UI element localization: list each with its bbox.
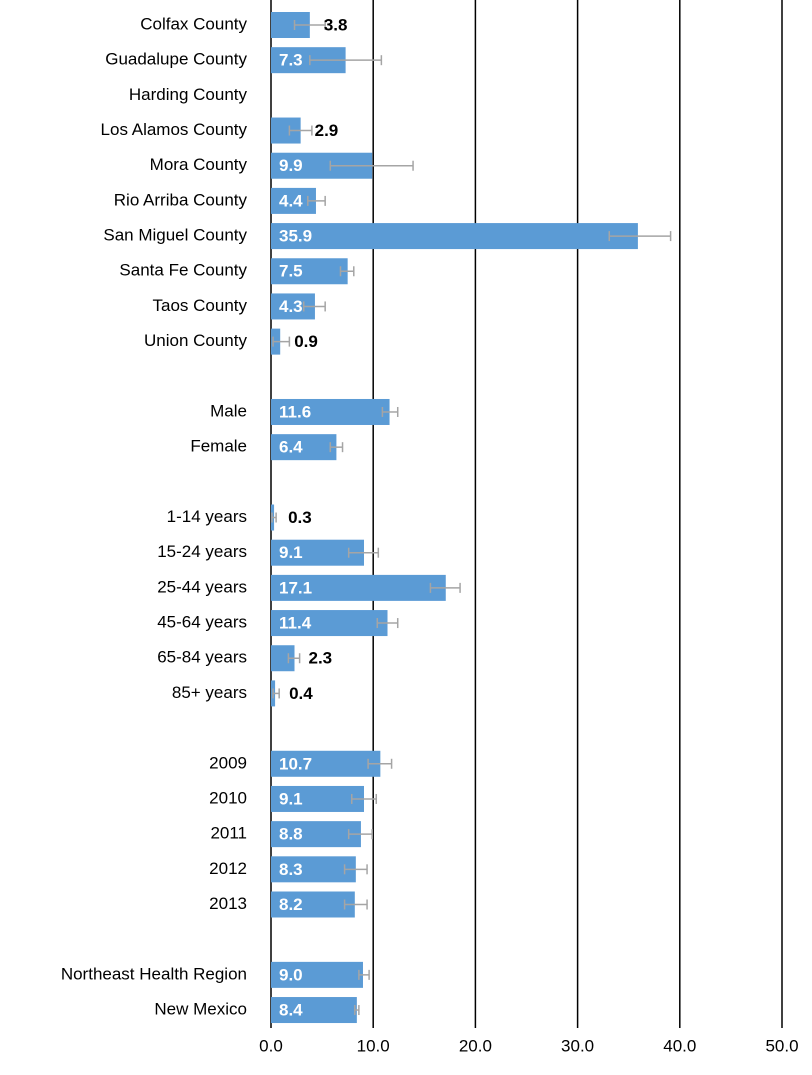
error-bar [288,125,313,136]
y-tick-label: Union County [144,331,248,350]
bar [271,821,361,848]
y-tick-label: Santa Fe County [119,261,247,280]
error-bar [287,653,301,664]
data-label: 11.6 [279,402,311,421]
y-tick-label: San Miguel County [103,226,247,245]
y-tick-label: 2009 [209,753,247,772]
bar [271,997,357,1024]
data-label: 6.4 [279,438,303,457]
error-bar [608,231,672,242]
error-bar [329,160,414,171]
y-tick-label: 45-64 years [157,613,247,632]
y-tick-label: Los Alamos County [101,120,248,139]
error-bar [347,547,380,558]
bar [271,645,295,672]
bar [271,223,638,250]
y-tick-label: Northeast Health Region [61,964,247,983]
data-label: 35.9 [279,227,312,246]
y-tick-label: 15-24 years [157,542,247,561]
error-bar [293,20,326,30]
y-tick-label: 85+ years [172,683,247,702]
data-label: 3.8 [324,15,348,34]
y-tick-label: 2013 [209,894,247,913]
x-tick-label: 30.0 [561,1036,594,1055]
x-tick-label: 20.0 [459,1036,492,1055]
data-label: 11.4 [279,614,312,633]
data-label: 0.3 [288,508,312,527]
bar [271,750,381,777]
data-label: 8.8 [279,825,303,844]
data-label: 17.1 [279,578,312,597]
error-bar [272,688,280,699]
bar [271,574,446,601]
error-bar [302,301,326,312]
data-label: 7.5 [279,262,303,281]
x-tick-label: 40.0 [663,1036,696,1055]
y-tick-label: 1-14 years [167,507,247,526]
y-tick-label: Rio Arriba County [114,190,248,209]
error-bar [350,793,378,804]
data-label: 8.2 [279,895,303,914]
error-bar [354,1005,360,1016]
y-tick-label: 2011 [210,824,247,843]
y-tick-label: 2010 [209,788,247,807]
data-label: 2.3 [309,649,333,668]
data-label: 4.3 [279,297,303,316]
error-bar [271,512,277,523]
y-tick-label: Female [190,437,247,456]
error-bar [381,406,399,417]
error-bar [343,864,368,875]
data-label: 2.9 [315,121,339,140]
data-label: 8.4 [279,1001,303,1020]
bar [271,891,355,918]
bar [271,258,348,285]
data-label: 4.4 [279,191,303,210]
data-label: 9.1 [279,789,303,808]
data-label: 9.1 [279,543,303,562]
error-bar [339,266,355,277]
y-tick-label: Taos County [153,296,248,315]
error-bar [329,442,344,453]
data-label: 8.3 [279,860,303,879]
data-label: 9.9 [279,156,303,175]
data-label: 0.4 [289,684,313,703]
error-bar [307,195,326,206]
y-tick-label: 2012 [209,859,247,878]
data-label: 10.7 [279,754,312,773]
bar [271,434,337,461]
y-tick-label: New Mexico [154,1000,247,1019]
y-tick-label: Colfax County [140,14,247,33]
y-tick-label: Harding County [129,85,248,104]
error-bar [347,829,373,840]
error-bar [309,55,383,66]
data-label: 7.3 [279,51,303,70]
error-bar [376,618,399,629]
error-bar [429,582,461,593]
data-label: 0.9 [294,332,318,351]
bar [271,610,388,637]
y-tick-label: Guadalupe County [105,50,247,69]
y-tick-label: Mora County [150,155,248,174]
error-bar [272,336,291,347]
error-bar [367,758,393,769]
x-tick-label: 10.0 [357,1036,390,1055]
y-tick-label: 65-84 years [157,648,247,667]
data-label: 9.0 [279,965,303,984]
error-bar [343,899,368,910]
error-bar [358,969,370,980]
bar [271,856,356,883]
bar [271,961,363,988]
x-tick-label: 0.0 [259,1036,283,1055]
bar [271,785,365,812]
y-tick-label: 25-44 years [157,577,247,596]
bar [271,398,390,425]
y-tick-label: Male [210,401,247,420]
x-tick-label: 50.0 [765,1036,798,1055]
